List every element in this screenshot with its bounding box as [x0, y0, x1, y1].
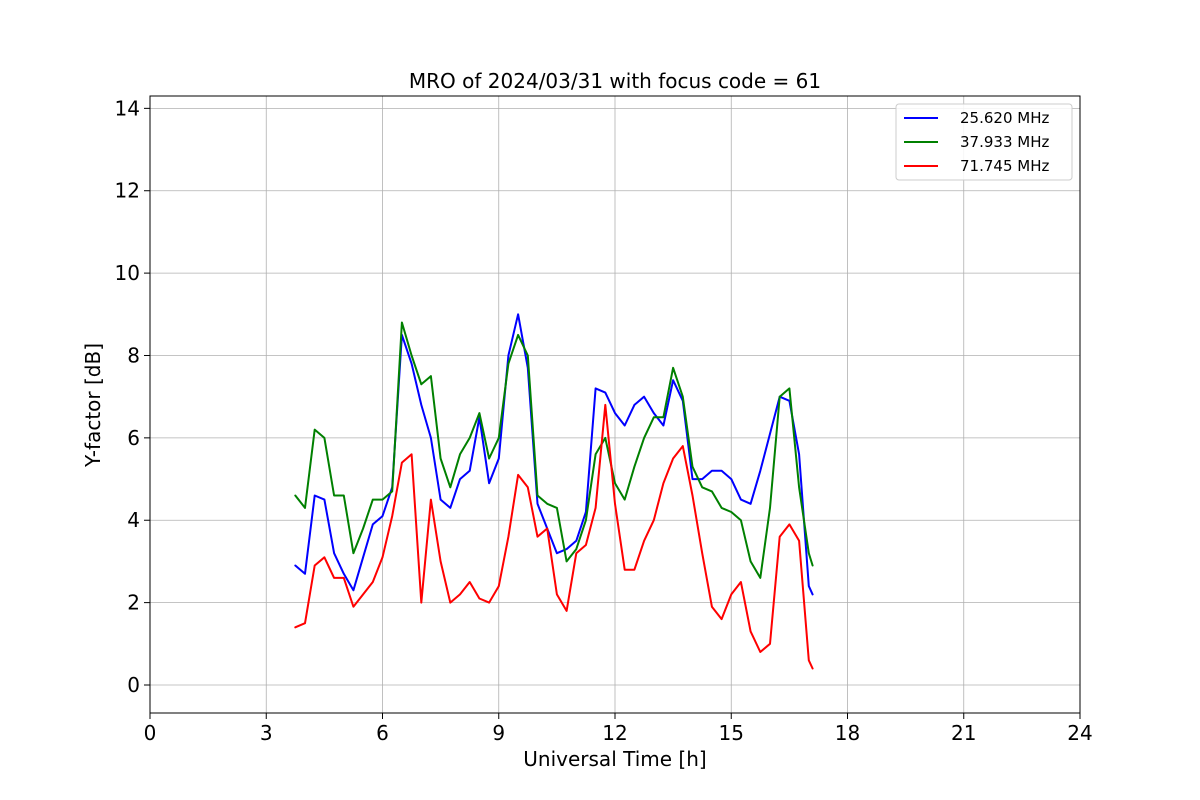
y-tick-label: 10	[115, 261, 140, 285]
x-tick-label: 9	[492, 721, 505, 745]
y-tick-label: 0	[127, 673, 140, 697]
series-lines	[294, 313, 814, 670]
x-tick-label: 24	[1067, 721, 1092, 745]
y-axis-label: Y-factor [dB]	[81, 343, 105, 468]
y-tick-label: 6	[127, 426, 140, 450]
y-tick-label: 8	[127, 343, 140, 367]
x-tick-label: 12	[602, 721, 627, 745]
x-tick-label: 18	[835, 721, 860, 745]
legend-label-0: 25.620 MHz	[960, 109, 1049, 127]
y-tick-label: 12	[115, 179, 140, 203]
y-tick-label: 14	[115, 96, 140, 120]
legend-label-1: 37.933 MHz	[960, 133, 1049, 151]
y-tick-label: 4	[127, 508, 140, 532]
x-tick-label: 6	[376, 721, 389, 745]
x-tick-label: 21	[951, 721, 976, 745]
legend-box	[895, 103, 1073, 181]
y-tick-label: 2	[127, 591, 140, 615]
x-tick-label: 15	[719, 721, 744, 745]
legend-label-2: 71.745 MHz	[960, 157, 1049, 175]
x-axis-label: Universal Time [h]	[523, 747, 706, 771]
x-tick-label: 3	[260, 721, 273, 745]
chart-title: MRO of 2024/03/31 with focus code = 61	[409, 69, 821, 93]
series-line-1	[294, 321, 814, 579]
series-line-0	[294, 313, 814, 596]
legend: 25.620 MHz 37.933 MHz 71.745 MHz	[895, 103, 1073, 181]
series-line-2	[294, 403, 814, 670]
x-tick-label: 0	[144, 721, 157, 745]
